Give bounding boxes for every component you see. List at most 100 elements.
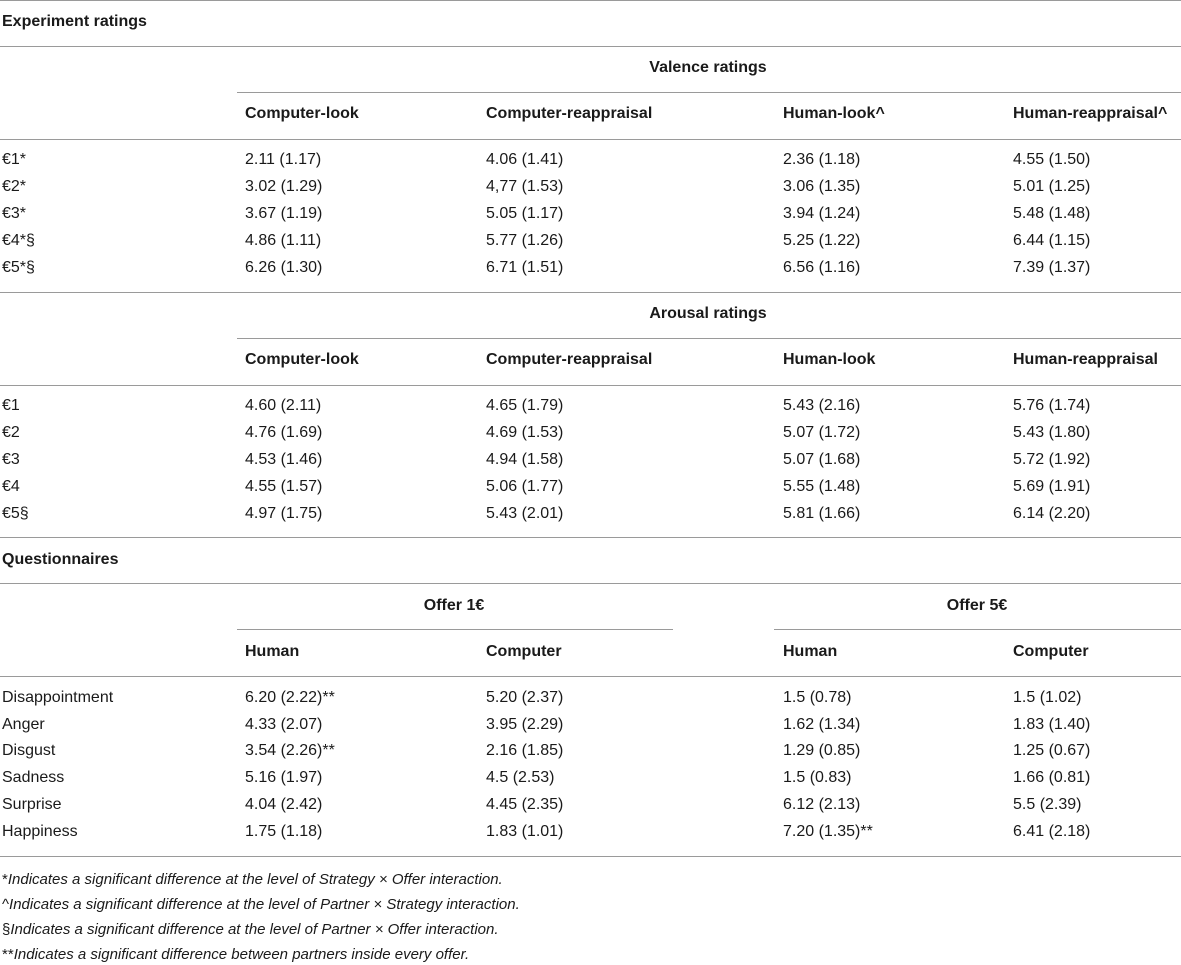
valence-title: Valence ratings — [649, 59, 767, 76]
footnote-text: Indicates a significant difference at th… — [9, 896, 520, 913]
questionnaire-cell: 5.5 (2.39) — [1013, 795, 1082, 813]
valence-cell: 2.11 (1.17) — [245, 151, 322, 168]
footnote-symbol: ** — [2, 946, 14, 963]
section-rule — [0, 583, 1181, 584]
questionnaire-cell: 1.5 (0.78) — [783, 689, 852, 706]
arousal-cell: 5.07 (1.68) — [783, 451, 861, 468]
valence-col-header: Computer-reappraisal — [486, 105, 653, 122]
questionnaire-cell: 1.25 (0.67) — [1013, 742, 1091, 760]
footnote-text: Indicates a significant difference at th… — [10, 921, 499, 938]
questionnaire-cell: 6.20 (2.22)** — [245, 689, 335, 706]
arousal-cell: 4.55 (1.57) — [245, 478, 323, 495]
questionnaire-cell: 4.04 (2.42) — [245, 795, 323, 813]
questionnaire-cell: 3.54 (2.26)** — [245, 742, 335, 760]
footnote: *Indicates a significant difference at t… — [2, 870, 503, 890]
valence-cell: 7.39 (1.37) — [1013, 259, 1091, 276]
valence-title-rule — [237, 92, 1181, 93]
arousal-cell: 5.43 (2.16) — [783, 397, 861, 414]
valence-row-label: €1* — [2, 151, 27, 168]
section-rule — [0, 46, 1181, 47]
questionnaire-cell: 4.33 (2.07) — [245, 715, 323, 733]
arousal-cell: 4.69 (1.53) — [486, 424, 564, 441]
valence-row-label: €4*§ — [2, 232, 35, 249]
questionnaire-cell: 1.29 (0.85) — [783, 742, 861, 760]
valence-row-label: €3* — [2, 205, 27, 222]
offer-group-header: Offer 1€ — [423, 597, 485, 614]
valence-cell: 3.06 (1.35) — [783, 178, 861, 195]
footnote-text: Indicates a significant difference at th… — [7, 871, 503, 888]
footnote: §Indicates a significant difference at t… — [2, 920, 499, 940]
section-title-experiment: Experiment ratings — [2, 13, 147, 30]
arousal-cell: 5.55 (1.48) — [783, 478, 861, 495]
questionnaire-header-rule — [0, 676, 1181, 677]
questionnaire-cell: 7.20 (1.35)** — [783, 822, 873, 840]
emotion-row-label: Anger — [2, 715, 45, 733]
arousal-cell: 4.97 (1.75) — [245, 505, 323, 522]
arousal-title-rule — [237, 338, 1181, 339]
questionnaire-cell: 1.75 (1.18) — [245, 822, 323, 840]
questionnaire-col-header: Computer — [486, 643, 562, 660]
offer-group-header: Offer 5€ — [946, 597, 1008, 614]
valence-cell: 4.86 (1.11) — [245, 232, 322, 249]
arousal-cell: 5.81 (1.66) — [783, 505, 861, 522]
valence-cell: 6.56 (1.16) — [783, 259, 861, 276]
arousal-header-rule — [0, 385, 1181, 386]
emotion-row-label: Disappointment — [2, 689, 114, 706]
valence-cell: 4.06 (1.41) — [486, 151, 564, 168]
questionnaire-cell: 4.5 (2.53) — [486, 769, 555, 787]
arousal-cell: 6.14 (2.20) — [1013, 505, 1091, 522]
arousal-cell: 5.72 (1.92) — [1013, 451, 1091, 468]
emotion-row-label: Sadness — [2, 769, 65, 787]
questionnaire-cell: 1.83 (1.40) — [1013, 715, 1091, 733]
valence-row-label: €5*§ — [2, 259, 35, 276]
arousal-cell: 4.65 (1.79) — [486, 397, 564, 414]
questionnaire-cell: 3.95 (2.29) — [486, 715, 564, 733]
valence-cell: 6.71 (1.51) — [486, 259, 564, 276]
footnote-symbol: § — [2, 921, 11, 938]
footnote-symbol: * — [2, 871, 8, 888]
questionnaire-cell: 5.20 (2.37) — [486, 689, 564, 706]
top-rule — [0, 0, 1181, 1]
arousal-cell: 4.53 (1.46) — [245, 451, 323, 468]
arousal-row-label: €1 — [2, 397, 20, 414]
valence-row-label: €2* — [2, 178, 27, 195]
emotion-row-label: Happiness — [2, 822, 78, 840]
offer5-rule — [774, 629, 1181, 630]
arousal-col-header: Human-look — [783, 351, 876, 368]
questionnaire-cell: 1.83 (1.01) — [486, 822, 564, 840]
section-title-questionnaires: Questionnaires — [2, 551, 119, 568]
footnote: **Indicates a significant difference bet… — [2, 945, 469, 965]
arousal-row-label: €4 — [2, 478, 20, 495]
valence-cell: 4.55 (1.50) — [1013, 151, 1091, 168]
arousal-cell: 5.76 (1.74) — [1013, 397, 1091, 414]
arousal-cell: 4.76 (1.69) — [245, 424, 323, 441]
valence-cell: 5.25 (1.22) — [783, 232, 861, 249]
arousal-cell: 5.07 (1.72) — [783, 424, 861, 441]
valence-cell: 3.67 (1.19) — [245, 205, 323, 222]
arousal-cell: 4.94 (1.58) — [486, 451, 564, 468]
valence-col-header: Human-look^ — [783, 105, 885, 122]
questionnaire-cell: 6.12 (2.13) — [783, 795, 861, 813]
arousal-cell: 5.06 (1.77) — [486, 478, 564, 495]
emotion-row-label: Surprise — [2, 795, 62, 813]
footnote-symbol: ^ — [2, 896, 10, 913]
valence-col-header: Computer-look — [245, 105, 359, 122]
questionnaire-cell: 1.66 (0.81) — [1013, 769, 1091, 787]
arousal-row-label: €5§ — [2, 505, 29, 522]
questionnaire-cell: 4.45 (2.35) — [486, 795, 564, 813]
valence-col-header: Human-reappraisal^ — [1013, 105, 1168, 122]
valence-cell: 6.44 (1.15) — [1013, 232, 1091, 249]
questionnaire-cell: 1.62 (1.34) — [783, 715, 861, 733]
questionnaire-col-header: Human — [245, 643, 300, 660]
questionnaire-cell: 1.5 (1.02) — [1013, 689, 1082, 706]
valence-cell: 5.77 (1.26) — [486, 232, 564, 249]
footnote: ^Indicates a significant difference at t… — [2, 895, 520, 915]
questionnaire-cell: 1.5 (0.83) — [783, 769, 852, 787]
arousal-cell: 5.69 (1.91) — [1013, 478, 1091, 495]
valence-header-rule — [0, 139, 1181, 140]
offer1-rule — [237, 629, 673, 630]
questionnaire-col-header: Computer — [1013, 643, 1089, 660]
arousal-row-label: €2 — [2, 424, 20, 441]
valence-cell: 5.05 (1.17) — [486, 205, 564, 222]
